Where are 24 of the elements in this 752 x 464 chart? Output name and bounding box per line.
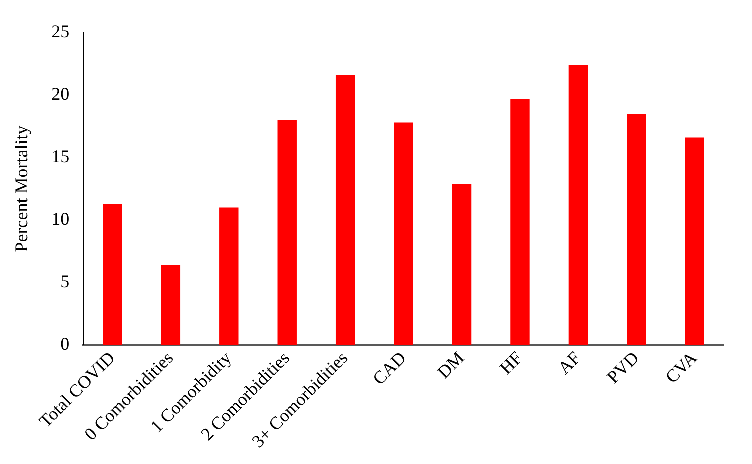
- bar: [161, 265, 181, 346]
- x-tick-label: DM: [434, 348, 468, 382]
- bar: [510, 99, 530, 346]
- bar: [452, 184, 472, 346]
- bar: [278, 120, 297, 346]
- y-tick-label: 10: [52, 208, 70, 229]
- y-tick-label: 5: [60, 271, 70, 292]
- x-tick-label: PVD: [603, 348, 643, 388]
- x-tick-label: CVA: [662, 348, 702, 388]
- y-tick-label: 20: [52, 84, 70, 104]
- y-tick-label: 25: [52, 22, 70, 42]
- x-tick-label: CAD: [368, 348, 410, 389]
- y-axis-title: Percent Mortality: [12, 126, 32, 252]
- bar: [220, 208, 239, 346]
- bar: [568, 65, 588, 346]
- bar: [103, 204, 122, 346]
- x-tick-label: HF: [496, 348, 526, 378]
- bar: [627, 114, 646, 346]
- y-tick-label: 0: [60, 334, 70, 354]
- x-tick-label: AF: [554, 348, 585, 378]
- y-tick-label: 15: [52, 146, 70, 166]
- bar: [685, 138, 704, 346]
- bar: [336, 75, 356, 346]
- bar: [394, 122, 414, 346]
